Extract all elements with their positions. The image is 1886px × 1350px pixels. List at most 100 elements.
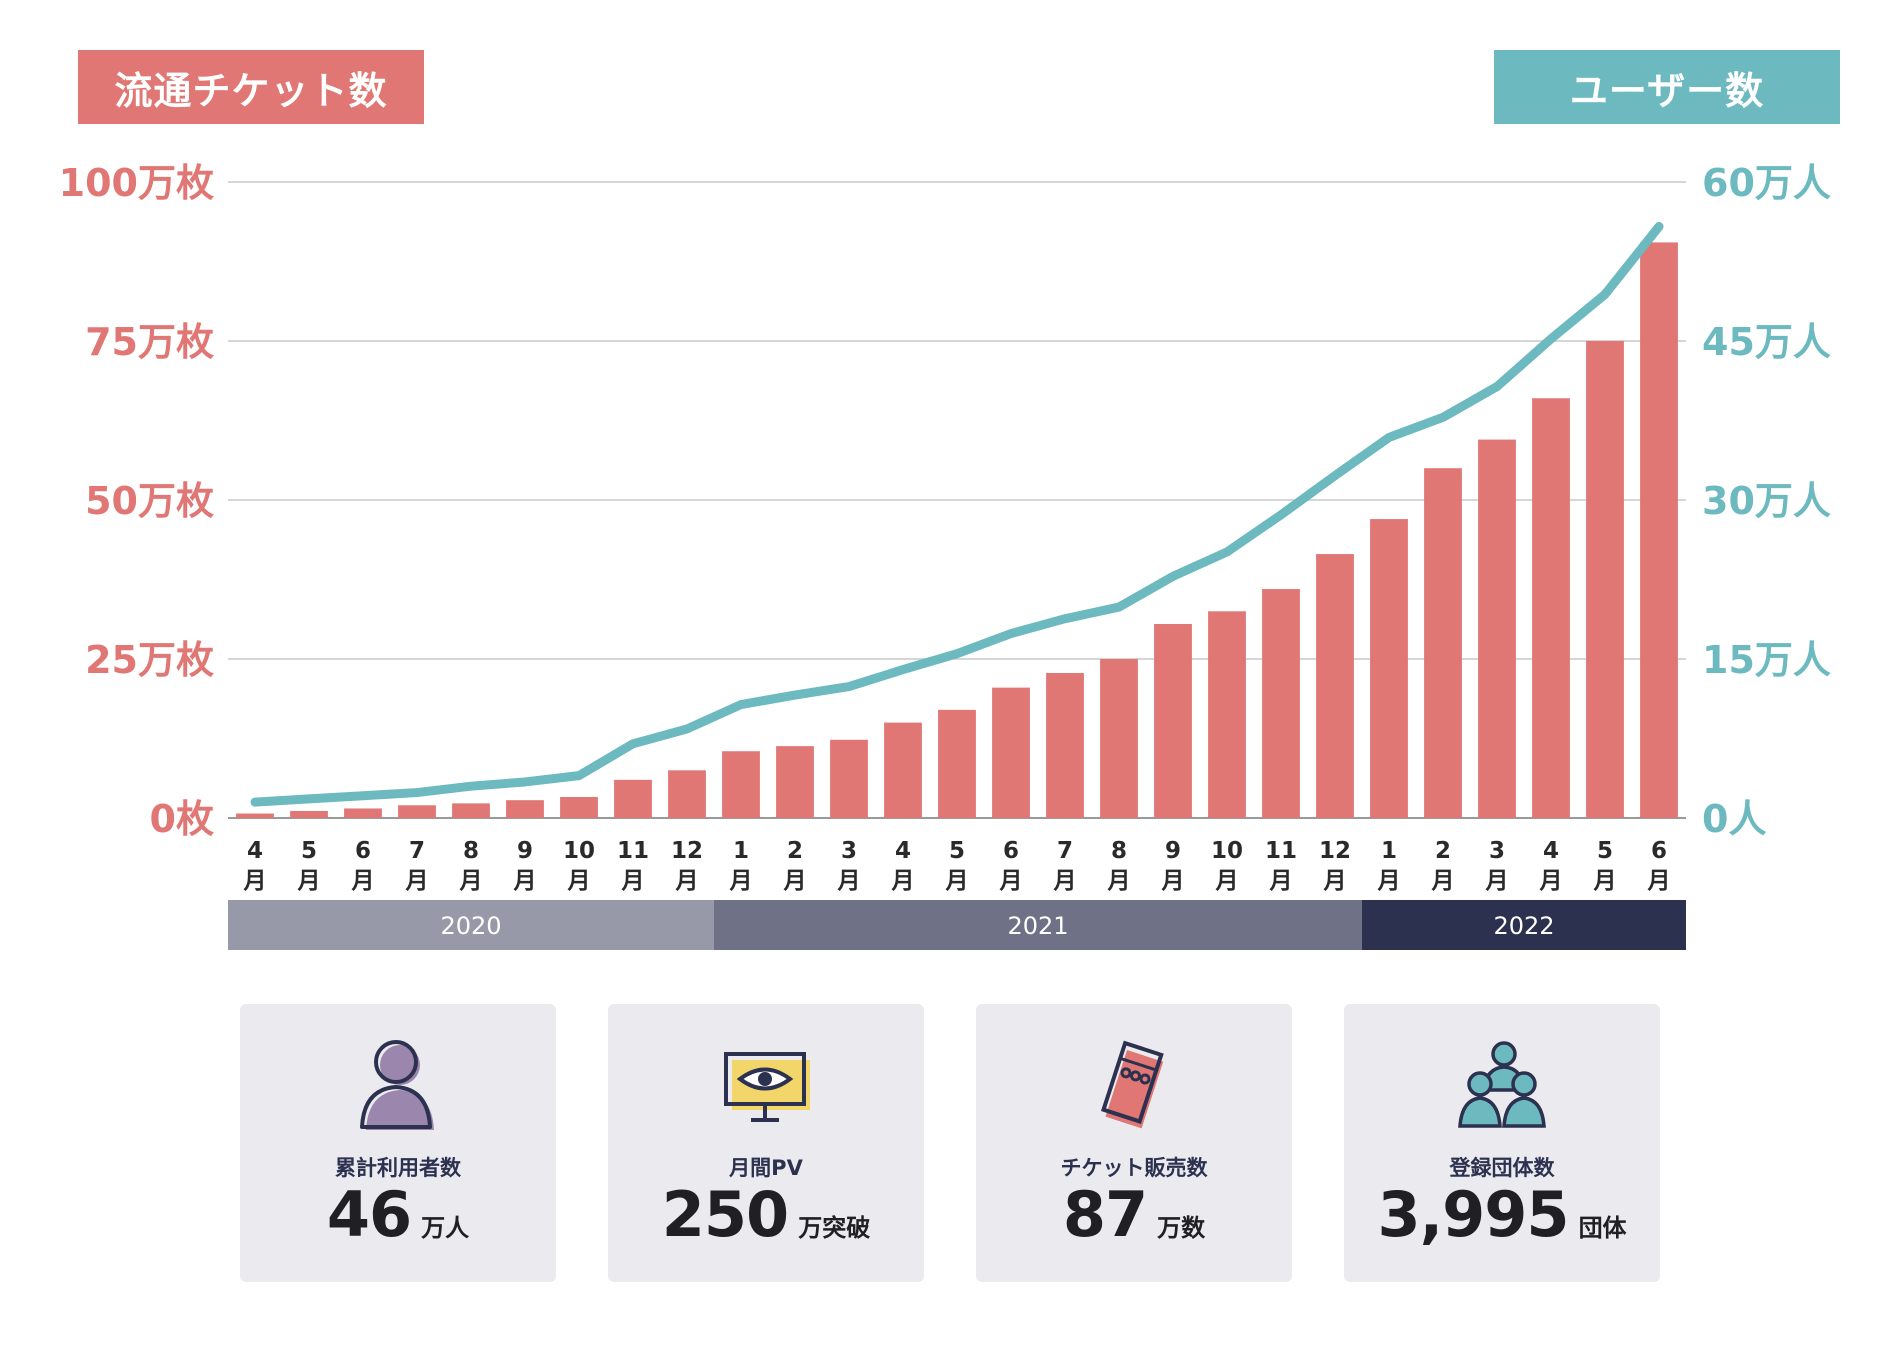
stat-value: 46 (326, 1178, 412, 1251)
bar (1100, 659, 1138, 818)
bar (722, 751, 760, 818)
x-tick-label: 7 (409, 838, 425, 864)
x-tick-month: 月 (243, 868, 267, 894)
bar (1262, 589, 1300, 818)
x-tick-label: 11 (1265, 838, 1297, 864)
x-tick-month: 月 (1053, 868, 1077, 894)
bar (938, 709, 976, 818)
bar (776, 746, 814, 818)
x-tick-month: 月 (783, 868, 807, 894)
stat-value: 250 (661, 1178, 789, 1251)
ticket-icon (1100, 1040, 1164, 1129)
bar (668, 770, 706, 818)
x-tick-label: 12 (1319, 838, 1351, 864)
stat-unit: 団体 (1578, 1214, 1627, 1242)
x-tick-label: 5 (949, 838, 965, 864)
x-tick-month: 月 (999, 868, 1023, 894)
x-tick-month: 月 (513, 868, 537, 894)
x-tick-month: 月 (1593, 868, 1617, 894)
bar (1478, 439, 1516, 818)
x-tick-month: 月 (729, 868, 753, 894)
year-segment (714, 900, 1362, 950)
x-tick-month: 月 (405, 868, 429, 894)
legend-tickets-label: 流通チケット数 (114, 68, 388, 113)
year-segment (228, 900, 714, 950)
x-tick-label: 4 (247, 838, 263, 864)
axis-labels: 0枚 25万枚 50万枚 75万枚 100万枚 0人 15万人 30万人 45万人 60万人 4 月 5… (59, 161, 1831, 894)
group-icon (1458, 1041, 1546, 1128)
x-tick-month: 月 (1647, 868, 1671, 894)
x-tick-label: 9 (517, 838, 533, 864)
legend-tickets: 流通チケット数 (78, 50, 424, 124)
stat-label: 月間PV (729, 1156, 803, 1180)
x-tick-month: 月 (1539, 868, 1563, 894)
x-tick-month: 月 (621, 868, 645, 894)
bar (1532, 398, 1570, 818)
stat-label: 累計利用者数 (335, 1156, 461, 1180)
x-tick-label: 8 (1111, 838, 1127, 864)
bar (1316, 554, 1354, 818)
x-tick-label: 6 (1651, 838, 1667, 864)
x-tick-label: 10 (563, 838, 595, 864)
stat-value: 87 (1062, 1178, 1148, 1251)
x-tick-label: 12 (671, 838, 703, 864)
legend-users: ユーザー数 (1494, 50, 1840, 124)
x-tick-label: 5 (1597, 838, 1613, 864)
stat-card-pv: 月間PV 250 万突破 (608, 1004, 924, 1282)
stat-value: 3,995 (1377, 1178, 1569, 1251)
stat-card-users: 累計利用者数 46 万人 (240, 1004, 556, 1282)
year-label: 2021 (1007, 912, 1068, 940)
legend-users-label: ユーザー数 (1569, 68, 1765, 113)
bar (830, 739, 868, 818)
x-tick-month: 月 (1377, 868, 1401, 894)
bar (398, 805, 436, 818)
y-right-tick-label: 60万人 (1702, 161, 1831, 205)
year-label: 2020 (440, 912, 501, 940)
x-tick-month: 月 (891, 868, 915, 894)
y-right-tick-label: 0人 (1702, 797, 1766, 841)
bar (290, 811, 328, 818)
stats-cards: 累計利用者数 46 万人 月間PV 250 万突破 (240, 1004, 1660, 1284)
bar (1046, 672, 1084, 818)
bar (1208, 611, 1246, 818)
x-tick-label: 6 (1003, 838, 1019, 864)
stat-card-groups: 登録団体数 3,995 団体 (1344, 1004, 1660, 1282)
x-tick-month: 月 (1485, 868, 1509, 894)
x-tick-label: 4 (1543, 838, 1559, 864)
stat-unit: 万数 (1157, 1214, 1206, 1242)
y-right-tick-label: 30万人 (1702, 479, 1831, 523)
x-tick-month: 月 (567, 868, 591, 894)
x-tick-month: 月 (351, 868, 375, 894)
bar (452, 803, 490, 818)
bar (1154, 624, 1192, 818)
x-tick-month: 月 (1269, 868, 1293, 894)
bars (236, 242, 1678, 819)
stat-unit: 万突破 (798, 1214, 871, 1242)
x-tick-month: 月 (1215, 868, 1239, 894)
x-tick-month: 月 (297, 868, 321, 894)
user-line-path (250, 222, 1664, 807)
x-tick-label: 9 (1165, 838, 1181, 864)
x-tick-month: 月 (945, 868, 969, 894)
person-icon (360, 1040, 434, 1130)
x-tick-label: 7 (1057, 838, 1073, 864)
x-tick-label: 10 (1211, 838, 1243, 864)
combo-chart: 0枚 25万枚 50万枚 75万枚 100万枚 0人 15万人 30万人 45万人 60万人 4 月 5… (59, 161, 1831, 950)
year-label: 2022 (1493, 912, 1554, 940)
x-tick-label: 11 (617, 838, 649, 864)
y-left-tick-label: 50万枚 (85, 479, 214, 523)
x-tick-month: 月 (1107, 868, 1131, 894)
x-tick-label: 1 (1381, 838, 1397, 864)
y-right-tick-label: 45万人 (1702, 320, 1831, 364)
x-tick-label: 3 (1489, 838, 1505, 864)
bar (344, 808, 382, 818)
user-line (250, 222, 1664, 807)
monitor-eye-icon (724, 1052, 810, 1122)
bar (1586, 341, 1624, 818)
x-tick-month: 月 (675, 868, 699, 894)
x-tick-label: 3 (841, 838, 857, 864)
y-left-tick-label: 100万枚 (59, 161, 214, 205)
year-segment (1362, 900, 1686, 950)
bar (1640, 242, 1678, 819)
bar (1370, 519, 1408, 818)
